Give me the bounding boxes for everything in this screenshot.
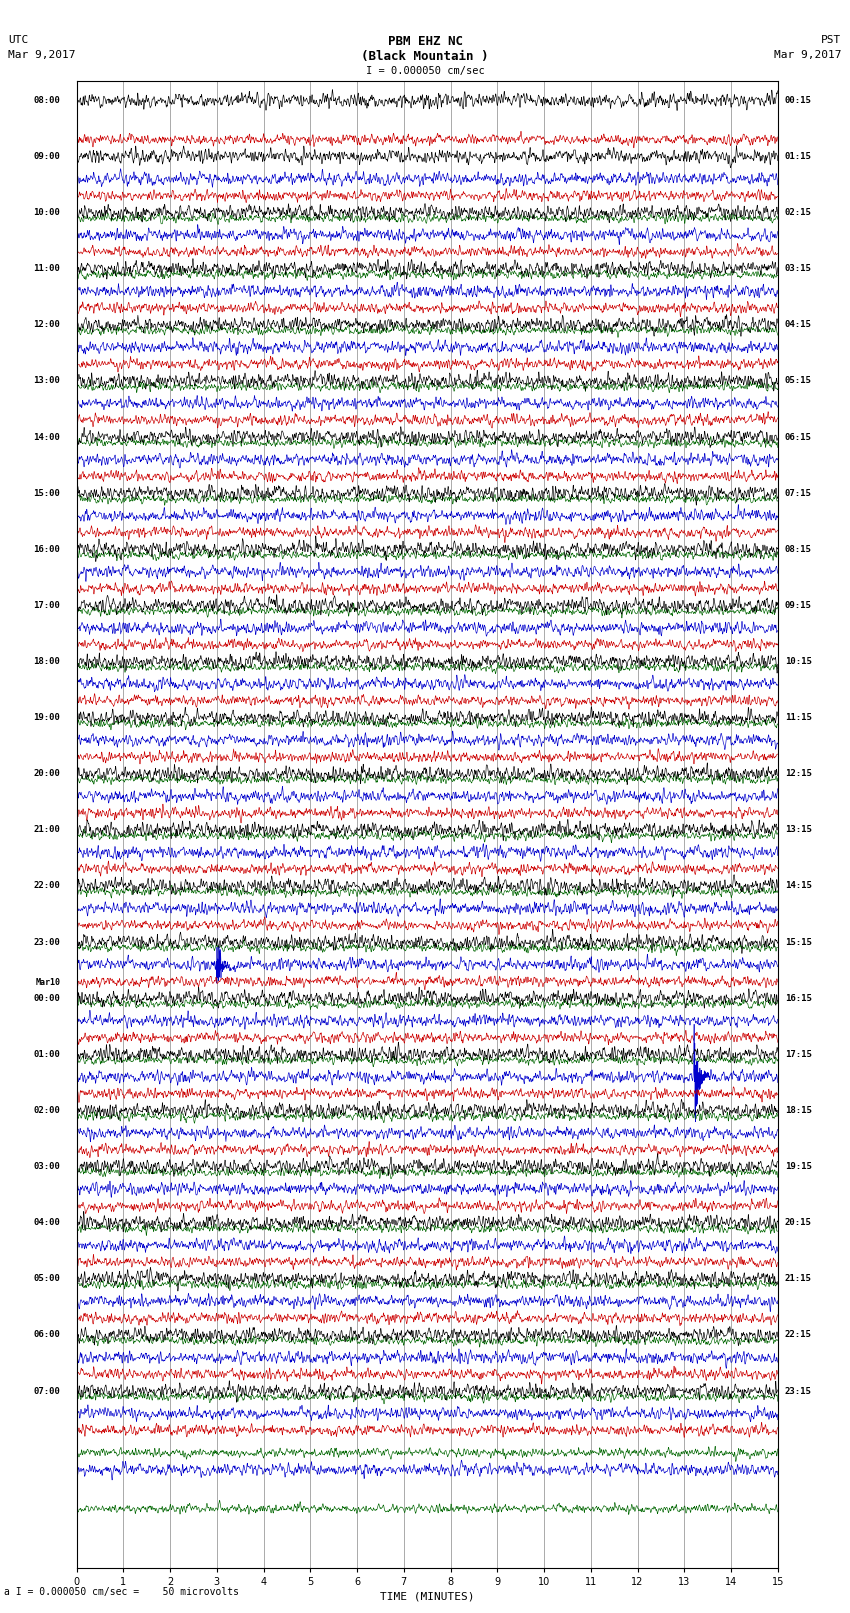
X-axis label: TIME (MINUTES): TIME (MINUTES) — [380, 1590, 474, 1602]
Text: 09:00: 09:00 — [33, 152, 60, 161]
Text: 12:15: 12:15 — [785, 769, 812, 777]
Text: 04:00: 04:00 — [33, 1218, 60, 1227]
Text: 01:00: 01:00 — [33, 1050, 60, 1058]
Text: 05:15: 05:15 — [785, 376, 812, 386]
Text: 13:15: 13:15 — [785, 826, 812, 834]
Text: 19:15: 19:15 — [785, 1161, 812, 1171]
Text: 13:00: 13:00 — [33, 376, 60, 386]
Text: 18:00: 18:00 — [33, 656, 60, 666]
Text: 20:00: 20:00 — [33, 769, 60, 777]
Text: 06:00: 06:00 — [33, 1331, 60, 1339]
Text: I = 0.000050 cm/sec: I = 0.000050 cm/sec — [366, 66, 484, 76]
Text: PST: PST — [821, 35, 842, 45]
Text: 00:15: 00:15 — [785, 95, 812, 105]
Text: 03:15: 03:15 — [785, 265, 812, 273]
Text: 17:15: 17:15 — [785, 1050, 812, 1058]
Text: 02:00: 02:00 — [33, 1107, 60, 1115]
Text: 01:15: 01:15 — [785, 152, 812, 161]
Text: 16:00: 16:00 — [33, 545, 60, 553]
Text: Mar 9,2017: Mar 9,2017 — [8, 50, 76, 60]
Text: 17:00: 17:00 — [33, 602, 60, 610]
Text: 05:00: 05:00 — [33, 1274, 60, 1284]
Text: 00:00: 00:00 — [33, 994, 60, 1003]
Text: 08:00: 08:00 — [33, 95, 60, 105]
Text: 15:00: 15:00 — [33, 489, 60, 498]
Text: PBM EHZ NC: PBM EHZ NC — [388, 35, 462, 48]
Text: 15:15: 15:15 — [785, 937, 812, 947]
Text: 20:15: 20:15 — [785, 1218, 812, 1227]
Text: 23:15: 23:15 — [785, 1387, 812, 1395]
Text: 14:00: 14:00 — [33, 432, 60, 442]
Text: Mar10: Mar10 — [35, 977, 60, 987]
Text: 10:00: 10:00 — [33, 208, 60, 218]
Text: 22:15: 22:15 — [785, 1331, 812, 1339]
Text: 21:00: 21:00 — [33, 826, 60, 834]
Text: 08:15: 08:15 — [785, 545, 812, 553]
Text: Mar 9,2017: Mar 9,2017 — [774, 50, 842, 60]
Text: 07:15: 07:15 — [785, 489, 812, 498]
Text: 18:15: 18:15 — [785, 1107, 812, 1115]
Text: 07:00: 07:00 — [33, 1387, 60, 1395]
Text: 21:15: 21:15 — [785, 1274, 812, 1284]
Text: 16:15: 16:15 — [785, 994, 812, 1003]
Text: 22:00: 22:00 — [33, 881, 60, 890]
Text: 06:15: 06:15 — [785, 432, 812, 442]
Text: 11:00: 11:00 — [33, 265, 60, 273]
Text: (Black Mountain ): (Black Mountain ) — [361, 50, 489, 63]
Text: 12:00: 12:00 — [33, 321, 60, 329]
Text: 02:15: 02:15 — [785, 208, 812, 218]
Text: 23:00: 23:00 — [33, 937, 60, 947]
Text: 19:00: 19:00 — [33, 713, 60, 723]
Text: 04:15: 04:15 — [785, 321, 812, 329]
Text: UTC: UTC — [8, 35, 29, 45]
Text: 10:15: 10:15 — [785, 656, 812, 666]
Text: a I = 0.000050 cm/sec =    50 microvolts: a I = 0.000050 cm/sec = 50 microvolts — [4, 1587, 239, 1597]
Text: 09:15: 09:15 — [785, 602, 812, 610]
Text: 11:15: 11:15 — [785, 713, 812, 723]
Text: 14:15: 14:15 — [785, 881, 812, 890]
Text: 03:00: 03:00 — [33, 1161, 60, 1171]
